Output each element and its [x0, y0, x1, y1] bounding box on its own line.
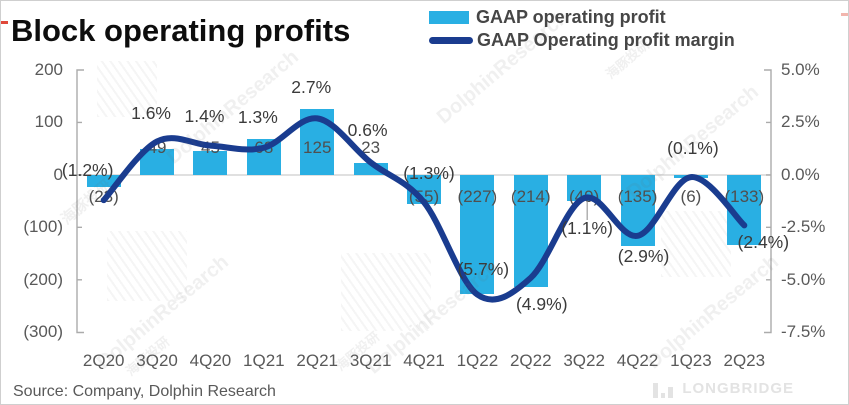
x-axis-label: 1Q22 [456, 351, 499, 370]
brand-watermark-text: LONGBRIDGE [682, 380, 794, 397]
brand-watermark: LONGBRIDGE [653, 380, 794, 398]
margin-value-label: (2.9%) [617, 245, 670, 266]
bar-value-label: (6) [680, 187, 702, 206]
margin-value-label: (1.3%) [403, 163, 455, 184]
x-axis-label: 4Q21 [403, 351, 445, 370]
left-axis-tick-label: (100) [23, 217, 63, 237]
x-axis-label: 2Q22 [509, 351, 552, 370]
legend-label: GAAP operating profit [476, 7, 666, 27]
right-axis-tick-label: -5.0% [781, 269, 826, 289]
x-axis-label: 3Q21 [349, 351, 392, 370]
x-axis-label: 2Q20 [82, 351, 125, 370]
margin-value-label: 0.6% [347, 120, 388, 141]
bar-chart-logo-icon [653, 383, 674, 398]
bar [460, 175, 495, 295]
edge-mark [841, 13, 848, 16]
left-axis-tick-label: 200 [34, 60, 63, 79]
margin-value-label: 1.4% [184, 105, 225, 126]
bar-value-label: (135) [617, 187, 658, 206]
right-axis-line [764, 69, 772, 334]
legend: GAAP operating profit GAAP Operating pro… [429, 6, 735, 52]
x-axis-label: 2Q21 [296, 351, 339, 370]
x-axis-label: 1Q21 [243, 351, 285, 370]
right-axis-tick-label: 2.5% [781, 112, 820, 132]
margin-value-label: (5.7%) [457, 258, 510, 279]
left-axis-tick-label: (200) [23, 269, 63, 289]
x-axis-label: 3Q20 [136, 351, 178, 370]
margin-value-label: 1.3% [237, 106, 278, 127]
right-axis-tick-label: -7.5% [781, 322, 826, 342]
bar-swatch-icon [429, 11, 469, 24]
right-axis-tick-label: -2.5% [781, 217, 826, 237]
x-axis-label: 2Q23 [723, 351, 766, 370]
bar-value-label: (133) [724, 187, 765, 206]
x-axis-label: 3Q22 [563, 351, 605, 370]
bar [86, 175, 121, 188]
legend-item-line: GAAP Operating profit margin [429, 29, 735, 52]
bar-value-label: (227) [457, 187, 498, 206]
margin-value-label: (1.2%) [61, 160, 114, 181]
left-axis-tick-label: 0 [53, 164, 63, 184]
edge-mark [1, 21, 8, 24]
x-axis-label: 1Q23 [670, 351, 712, 370]
margin-value-label: (2.4%) [737, 232, 790, 253]
margin-value-label: 2.7% [291, 77, 332, 98]
margin-value-label: (4.9%) [515, 293, 568, 314]
line-swatch-icon [429, 37, 473, 44]
x-axis-label: 4Q22 [616, 351, 659, 370]
margin-value-label: (0.1%) [667, 138, 719, 159]
chart-title: Block operating profits [11, 13, 351, 48]
left-axis-line [76, 69, 84, 334]
x-axis-label: 4Q20 [189, 351, 232, 370]
legend-item-bar: GAAP operating profit [429, 6, 735, 29]
bar-value-label: (214) [510, 187, 551, 206]
bar [193, 151, 228, 175]
margin-value-label: (1.1%) [561, 218, 613, 239]
source-note: Source: Company, Dolphin Research [13, 383, 276, 400]
margin-value-label: 1.6% [131, 103, 171, 124]
left-axis-tick-label: 100 [34, 112, 63, 132]
bar-value-label: 23 [361, 138, 381, 157]
left-axis-tick-label: (300) [23, 322, 63, 342]
right-axis-tick-label: 0.0% [781, 164, 820, 184]
bar-value-label: 125 [303, 138, 332, 157]
legend-label: GAAP Operating profit margin [477, 30, 735, 50]
margin-line [100, 115, 748, 303]
right-axis-tick-label: 5.0% [781, 60, 820, 79]
